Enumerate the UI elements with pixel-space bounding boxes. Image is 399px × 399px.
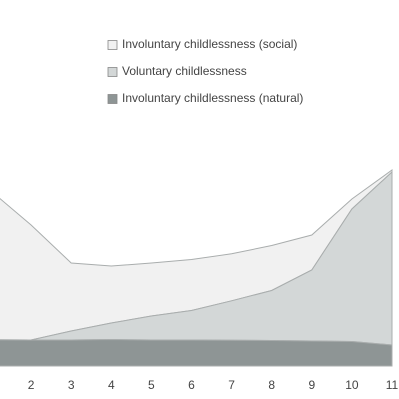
legend-swatch	[107, 94, 118, 104]
x-tick-label: 4	[108, 378, 115, 392]
x-tick-label: 8	[268, 378, 275, 392]
legend-label: Involuntary childlessness (social)	[122, 37, 297, 51]
x-tick-label: 2	[28, 378, 35, 392]
x-tick-label: 3	[68, 378, 75, 392]
x-tick-label: 7	[228, 378, 235, 392]
x-tick-label: 5	[148, 378, 155, 392]
x-tick-label: 10	[345, 378, 359, 392]
x-tick-label: 9	[308, 378, 315, 392]
legend-swatch	[107, 40, 118, 50]
x-tick-label: 11	[386, 378, 399, 392]
legend-swatch	[107, 67, 118, 77]
x-tick-label: 6	[188, 378, 195, 392]
legend-label: Involuntary childlessness (natural)	[122, 91, 303, 105]
legend-label: Voluntary childlessness	[122, 64, 247, 78]
area	[0, 338, 393, 367]
